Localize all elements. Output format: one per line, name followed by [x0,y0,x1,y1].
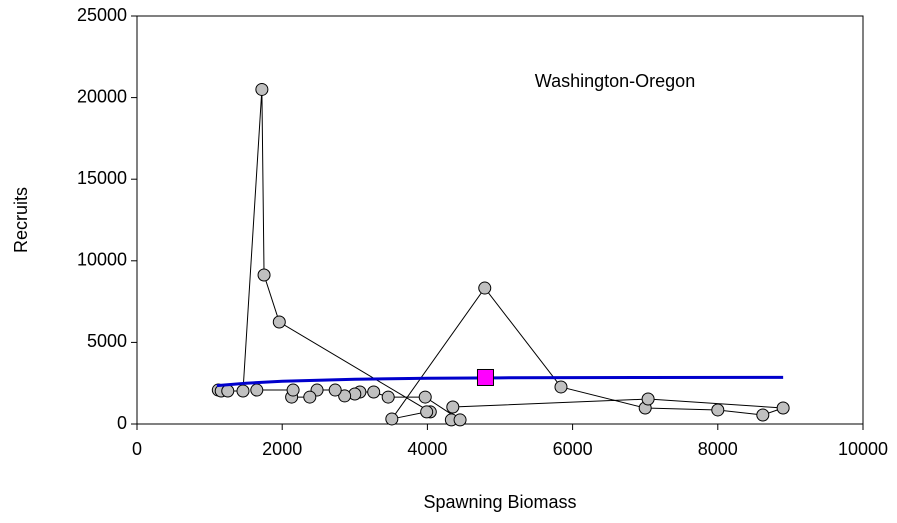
y-tick-label: 15000 [77,168,127,188]
data-point [641,392,655,406]
data-point [255,82,269,96]
data-point [338,389,352,403]
data-point [381,390,395,404]
x-tick-label: 10000 [838,439,888,459]
y-tick-label: 5000 [87,331,127,351]
series-line [216,375,784,388]
data-point [236,384,250,398]
x-tick-label: 4000 [407,439,447,459]
data-point [418,390,432,404]
data-point [385,412,399,426]
data-point [286,383,300,397]
data-point [756,408,770,422]
y-tick-label: 20000 [77,86,127,106]
plot-area [136,15,864,425]
data-point [367,385,381,399]
data-point [554,380,568,394]
data-point [303,390,317,404]
y-tick-label: 0 [117,413,127,433]
x-tick-label: 2000 [262,439,302,459]
series-line [218,89,784,421]
annotation: Washington-Oregon [535,71,695,91]
data-point [250,383,264,397]
data-point [328,383,342,397]
data-point [476,368,494,386]
data-point [257,268,271,282]
x-tick-label: 8000 [698,439,738,459]
data-point [478,281,492,295]
data-point [453,413,467,427]
y-axis-label: Recruits [11,187,31,253]
data-point [711,403,725,417]
data-point [272,315,286,329]
data-point [420,405,434,419]
x-tick-label: 6000 [553,439,593,459]
x-axis-label: Spawning Biomass [423,492,576,512]
x-tick-label: 0 [132,439,142,459]
data-point [776,401,790,415]
y-tick-label: 10000 [77,250,127,270]
y-tick-label: 25000 [77,5,127,25]
data-point [221,384,235,398]
data-point [446,400,460,414]
